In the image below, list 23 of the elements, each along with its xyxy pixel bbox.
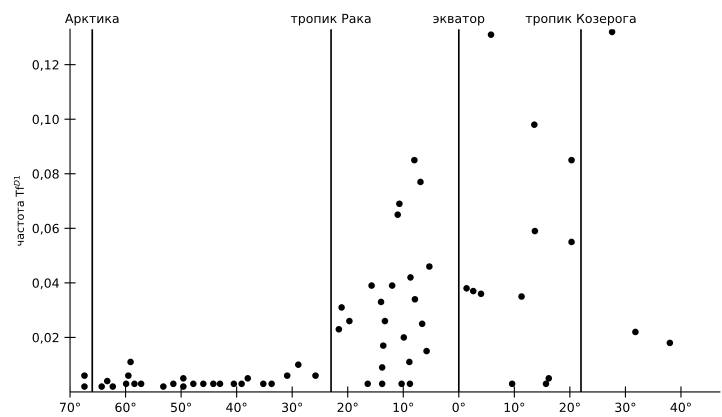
y-tick-label: 0,08	[32, 169, 59, 180]
y-tick-label: 0,04	[32, 278, 59, 290]
y-tick-label: 0,10	[32, 114, 59, 126]
x-tick-label: 0°	[452, 402, 465, 412]
ref-line-label: тропик Рака	[290, 14, 370, 26]
x-tick-label: 20°	[560, 402, 580, 412]
y-axis-title: частота Tf$^{D1}$	[14, 176, 24, 246]
ref-line-label: экватор	[433, 16, 484, 26]
y-tick-label: 0,12	[32, 60, 58, 71]
x-tick-label: 40°	[670, 402, 691, 412]
ref-line-label: тропик Козерога	[526, 14, 636, 26]
x-tick-label: 20°	[338, 402, 358, 412]
x-tick-label: 30°	[615, 402, 636, 412]
x-tick-label: 30°	[282, 402, 302, 412]
x-tick-label: 40°	[226, 402, 247, 412]
x-tick-label: 70°	[60, 402, 80, 412]
y-tick-label: 0,06	[32, 224, 59, 235]
x-tick-label: 60°	[115, 402, 136, 412]
x-tick-label: 10°	[504, 402, 524, 412]
ref-line-label: Арктика	[65, 14, 118, 26]
x-tick-label: 50°	[171, 402, 191, 412]
y-tick-label: 0,02	[32, 332, 58, 344]
x-tick-label: 10°	[394, 402, 414, 412]
